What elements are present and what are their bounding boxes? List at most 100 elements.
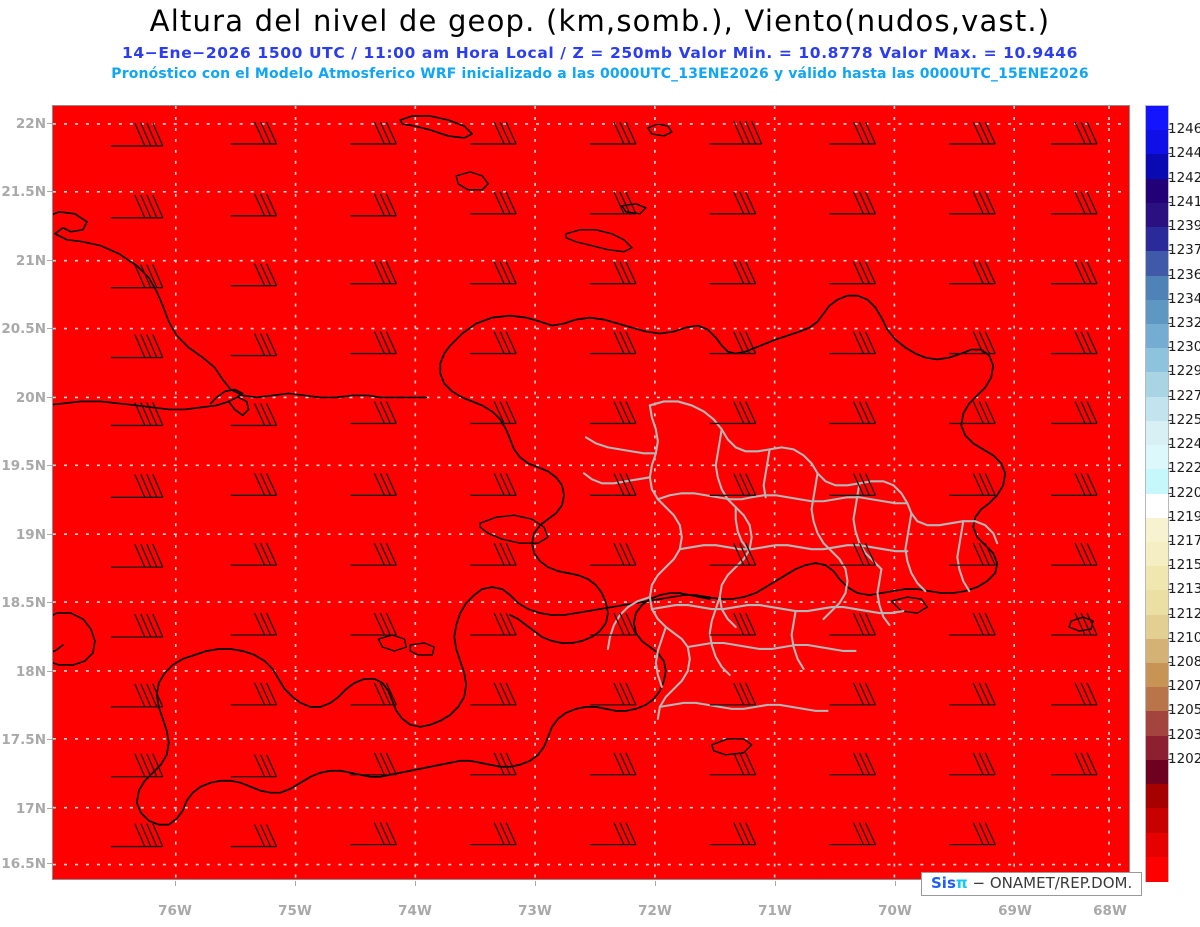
colorbar-band (1146, 202, 1168, 228)
colorbar-band (1146, 493, 1168, 519)
colorbar-tick (1168, 637, 1173, 639)
wind-barbs-row-9 (110, 682, 1098, 708)
y-tick-label: 19N (15, 527, 46, 543)
attribution-prefix: Sis (931, 874, 956, 892)
colorbar-band (1146, 106, 1168, 131)
colorbar-band (1146, 348, 1168, 373)
colorbar-tick-label: 12224 (1168, 460, 1200, 477)
colorbar-band (1146, 251, 1168, 277)
colorbar-band (1146, 541, 1168, 567)
colorbar-tick (1168, 540, 1173, 542)
colorbar-tick-label: 12020 (1168, 750, 1200, 767)
hispaniola-coastline (135, 294, 1007, 826)
jamaica-coastline (399, 115, 474, 139)
colorbar-tick (1168, 444, 1173, 446)
wind-barb-field (110, 120, 1098, 848)
colorbar-tick-label: 12326 (1168, 314, 1200, 331)
y-tick-label: 20N (15, 390, 46, 406)
colorbar-tick-label: 12377 (1168, 242, 1200, 259)
x-tick-label: 76W (158, 903, 192, 919)
attribution-pi-symbol: π (955, 874, 968, 892)
colorbar-tick (1168, 516, 1173, 518)
colorbar-band (1146, 445, 1168, 470)
colorbar-band (1146, 735, 1168, 761)
colorbar-tick (1168, 662, 1173, 664)
wind-barbs-row-11 (110, 821, 996, 848)
colorbar-tick (1168, 734, 1173, 736)
colorbar-tick-label: 12088 (1168, 654, 1200, 671)
colorbar-band (1146, 130, 1168, 155)
colorbar-band (1146, 178, 1168, 204)
colorbar-band (1146, 687, 1168, 712)
colorbar-band (1146, 638, 1168, 664)
wind-barbs-row-4 (110, 330, 1098, 359)
x-tick-label: 74W (398, 903, 432, 919)
x-tick-label: 72W (638, 903, 672, 919)
colorbar-tick (1168, 613, 1173, 615)
colorbar-tick (1168, 589, 1173, 591)
colorbar-tick-label: 12054 (1168, 702, 1200, 719)
wind-barbs-row-1 (110, 120, 1098, 147)
colorbar-band (1146, 227, 1168, 252)
colorbar-tick-label: 12462 (1168, 121, 1200, 138)
colorbar-band (1146, 759, 1168, 785)
colorbar-tick (1168, 201, 1173, 203)
geopotential-shading-fill (53, 106, 1129, 879)
colorbar-tick (1168, 177, 1173, 179)
attribution-organization: − ONAMET/REP.DOM. (972, 874, 1133, 892)
colorbar-tick-label: 12139 (1168, 581, 1200, 598)
colorbar-band (1146, 299, 1168, 325)
x-tick-label: 75W (278, 903, 312, 919)
wind-barbs-row-2 (110, 191, 1098, 219)
colorbar-tick-label: 12343 (1168, 290, 1200, 307)
y-tick-label: 18N (15, 664, 46, 680)
colorbar-tick (1168, 129, 1173, 131)
colorbar-tick (1168, 758, 1173, 760)
colorbar-tick (1168, 492, 1173, 494)
colorbar-band (1146, 517, 1168, 543)
wind-barbs-row-8 (110, 612, 1098, 638)
colorbar-tick-label: 12428 (1168, 169, 1200, 186)
colorbar-band (1146, 275, 1168, 301)
colorbar[interactable] (1145, 105, 1169, 882)
y-tick-label: 16.5N (1, 856, 46, 872)
colorbar-tick-label: 12105 (1168, 629, 1200, 646)
colorbar-tick (1168, 371, 1173, 373)
wind-barbs-row-5 (110, 400, 1098, 427)
colorbar-tick (1168, 322, 1173, 324)
colorbar-band (1146, 663, 1168, 688)
colorbar-tick (1168, 274, 1173, 276)
colorbar-band (1146, 832, 1168, 858)
colorbar-band (1146, 323, 1168, 349)
y-tick-label: 21N (15, 253, 46, 269)
colorbar-tick (1168, 468, 1173, 470)
colorbar-tick-label: 12122 (1168, 605, 1200, 622)
colorbar-band (1146, 566, 1168, 591)
colorbar-band (1146, 469, 1168, 494)
colorbar-band (1146, 420, 1168, 446)
colorbar-tick (1168, 395, 1173, 397)
title-block: Altura del nivel de geop. (km,somb.), Vi… (0, 0, 1200, 92)
colorbar-tick (1168, 686, 1173, 688)
forecast-metadata-line: 14−Ene−2026 1500 UTC / 11:00 am Hora Loc… (122, 44, 1078, 62)
colorbar-band (1146, 856, 1168, 882)
wind-barbs-row-10 (110, 752, 1098, 778)
colorbar-tick-label: 12037 (1168, 726, 1200, 743)
y-tick-label: 22N (15, 116, 46, 132)
colorbar-tick (1168, 226, 1173, 228)
colorbar-tick (1168, 153, 1173, 155)
colorbar-tick (1168, 565, 1173, 567)
colorbar-tick-label: 12173 (1168, 532, 1200, 549)
colorbar-band (1146, 590, 1168, 616)
y-tick-label: 19.5N (1, 458, 46, 474)
colorbar-band (1146, 614, 1168, 640)
colorbar-tick (1168, 419, 1173, 421)
x-tick-label: 70W (878, 903, 912, 919)
colorbar-tick-label: 12275 (1168, 387, 1200, 404)
map-plot-area[interactable] (52, 105, 1130, 880)
province-borders (582, 400, 999, 720)
colorbar-band (1146, 154, 1168, 180)
